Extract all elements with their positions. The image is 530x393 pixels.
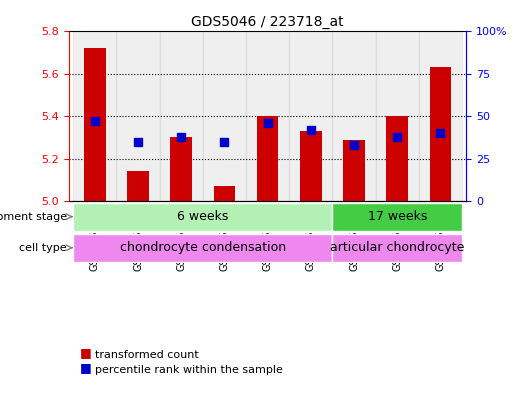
Bar <box>73 31 117 201</box>
Point <box>436 130 445 136</box>
Bar <box>117 31 160 201</box>
Bar <box>376 31 419 201</box>
Point <box>220 139 228 145</box>
Bar <box>171 138 192 201</box>
Bar <box>386 116 408 201</box>
Point <box>91 118 99 125</box>
Text: transformed count: transformed count <box>95 350 199 360</box>
Bar <box>289 31 332 201</box>
Text: ■: ■ <box>80 346 91 359</box>
Bar <box>214 186 235 201</box>
FancyBboxPatch shape <box>332 234 462 262</box>
Point <box>307 127 315 133</box>
Text: ■: ■ <box>80 362 91 375</box>
Text: cell type: cell type <box>19 243 67 253</box>
Bar <box>160 31 203 201</box>
FancyBboxPatch shape <box>73 203 332 231</box>
Bar <box>430 68 451 201</box>
Point <box>134 139 142 145</box>
Text: 17 weeks: 17 weeks <box>368 210 427 223</box>
Bar <box>127 171 149 201</box>
Point <box>177 134 186 140</box>
Bar <box>257 116 278 201</box>
Bar <box>332 31 376 201</box>
Bar <box>300 131 322 201</box>
Text: percentile rank within the sample: percentile rank within the sample <box>95 365 283 375</box>
FancyBboxPatch shape <box>332 203 462 231</box>
Title: GDS5046 / 223718_at: GDS5046 / 223718_at <box>191 15 344 29</box>
Bar <box>246 31 289 201</box>
Bar <box>419 31 462 201</box>
Point <box>393 134 402 140</box>
Bar <box>343 140 365 201</box>
Bar <box>84 48 105 201</box>
Point <box>350 142 358 148</box>
Point <box>263 120 272 126</box>
Bar <box>203 31 246 201</box>
Text: 6 weeks: 6 weeks <box>177 210 228 223</box>
Text: articular chondrocyte: articular chondrocyte <box>330 241 464 254</box>
Text: development stage: development stage <box>0 212 67 222</box>
FancyBboxPatch shape <box>73 234 332 262</box>
Text: chondrocyte condensation: chondrocyte condensation <box>120 241 286 254</box>
